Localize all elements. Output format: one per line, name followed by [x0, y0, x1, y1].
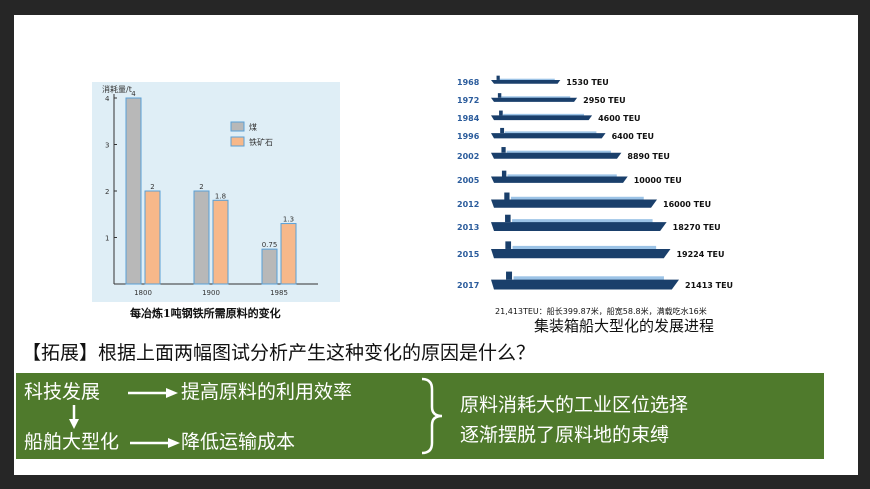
ship-year: 2015: [457, 250, 480, 259]
ship-year: 2012: [457, 200, 479, 209]
bar-value-label: 1.8: [215, 192, 226, 200]
bar-iron-ore: [144, 190, 161, 285]
y-tick-label: 3: [105, 142, 109, 150]
brace-icon: [421, 377, 443, 455]
tech-label: 科技发展: [24, 381, 101, 403]
ship-cargo: [510, 196, 644, 202]
ship-year: 2017: [457, 281, 479, 290]
ship-cargo: [506, 150, 611, 155]
summary-box: 科技发展 提高原料的利用效率 船舶大型化 降低运输成本 原料消耗大的工业区位选择…: [16, 373, 824, 459]
ship-hull: [491, 115, 593, 121]
ship-year: 1984: [457, 114, 480, 123]
ship-hull: [491, 222, 667, 232]
legend-swatch: [230, 136, 245, 147]
bar-value-label: 2: [150, 183, 154, 191]
ship-hull: [491, 152, 622, 159]
bar-iron-ore: [280, 223, 297, 285]
x-tick-label: 1900: [202, 289, 220, 297]
conclusion-line-2: 逐渐摆脱了原料地的束缚: [460, 424, 670, 446]
ship-bridge: [505, 241, 512, 249]
ship-year: 2002: [457, 152, 479, 161]
ship-bridge: [497, 93, 502, 98]
ship-capacity-label: 1530 TEU: [566, 78, 608, 87]
efficiency-label: 提高原料的利用效率: [181, 381, 353, 403]
y-tick-label: 1: [105, 235, 109, 243]
y-axis-label: 消耗量/t: [102, 84, 132, 94]
x-tick-label: 1985: [270, 289, 288, 297]
ship-capacity-label: 18270 TEU: [673, 223, 721, 232]
ship-note: 21,413TEU：船长399.87米，船宽58.8米，满载吃水16米: [495, 306, 707, 316]
ship-capacity-label: 19224 TEU: [676, 250, 724, 259]
ship-year: 1996: [457, 132, 480, 141]
ship-cargo: [512, 219, 653, 225]
bar-value-label: 1.3: [283, 216, 294, 224]
bar-coal: [125, 97, 142, 285]
bar-coal: [193, 190, 210, 285]
ship-year: 2005: [457, 176, 480, 185]
ship-bridge: [505, 214, 511, 223]
legend-label: 煤: [249, 122, 257, 132]
ship-hull: [491, 97, 578, 102]
x-tick-label: 1800: [134, 289, 152, 297]
question-text: 【拓展】根据上面两幅图试分析产生这种变化的原因是什么？: [22, 342, 536, 364]
ship-hull: [491, 279, 679, 290]
ship-capacity-label: 8890 TEU: [627, 152, 669, 161]
ship-cargo: [501, 96, 571, 99]
ship-cargo: [513, 276, 664, 283]
bar-coal: [261, 248, 278, 285]
ship-capacity-label: 4600 TEU: [598, 114, 640, 123]
bar-value-label: 4: [131, 90, 136, 98]
ship-capacity-label: 16000 TEU: [663, 200, 711, 209]
arrow-down-icon: [69, 405, 79, 429]
y-tick-label: 2: [105, 188, 109, 196]
legend-swatch: [230, 121, 245, 132]
bar-iron-ore: [212, 199, 229, 285]
y-tick-label: 4: [105, 95, 110, 103]
ship-hull: [491, 199, 658, 208]
ship-bridge: [501, 170, 507, 177]
ship-hull: [491, 79, 561, 84]
bar-chart-caption: 每冶炼1吨钢铁所需原料的变化: [130, 307, 281, 320]
ship-hull: [491, 133, 606, 139]
ship-chart-caption: 集装箱船大型化的发展进程: [534, 317, 715, 335]
ship-bridge: [506, 271, 513, 280]
ship-bridge: [496, 75, 500, 80]
ship-capacity-label: 6400 TEU: [612, 132, 654, 141]
ship-cargo: [499, 78, 555, 81]
conclusion-line-1: 原料消耗大的工业区位选择: [460, 394, 689, 416]
arrow-right-icon: [130, 438, 180, 448]
ship-hull: [491, 176, 628, 183]
cost-label: 降低运输成本: [181, 431, 296, 453]
ship-capacity-label: 21413 TEU: [685, 281, 733, 290]
ship-cargo: [512, 245, 657, 252]
ship-hull: [491, 248, 671, 259]
ship-cargo: [503, 113, 584, 117]
ship-year: 1972: [457, 96, 479, 105]
ship-cargo: [504, 131, 597, 135]
ship-cargo: [507, 174, 617, 179]
ship-capacity-label: 10000 TEU: [634, 176, 682, 185]
ship-bridge: [499, 110, 503, 116]
ship-capacity-label: 2950 TEU: [583, 96, 625, 105]
ship-year: 2013: [457, 223, 479, 232]
ships-label: 船舶大型化: [24, 431, 120, 453]
ship-chart: 1968 1530 TEU 1972 2950 TEU 1984 4600 TEU 1996…: [457, 75, 733, 316]
bar-value-label: 0.75: [262, 241, 278, 249]
ship-bridge: [501, 147, 506, 153]
arrow-right-icon: [128, 388, 178, 398]
bar-chart-panel: 消耗量/t 1 2 3 4 4 2 1800 2 1.8 1900 0.75 1.3 1985 煤铁矿石: [92, 82, 340, 302]
legend-label: 铁矿石: [249, 137, 273, 147]
ship-bridge: [504, 192, 510, 200]
ship-bridge: [500, 127, 505, 134]
bar-value-label: 2: [199, 183, 203, 191]
ship-year: 1968: [457, 78, 480, 87]
